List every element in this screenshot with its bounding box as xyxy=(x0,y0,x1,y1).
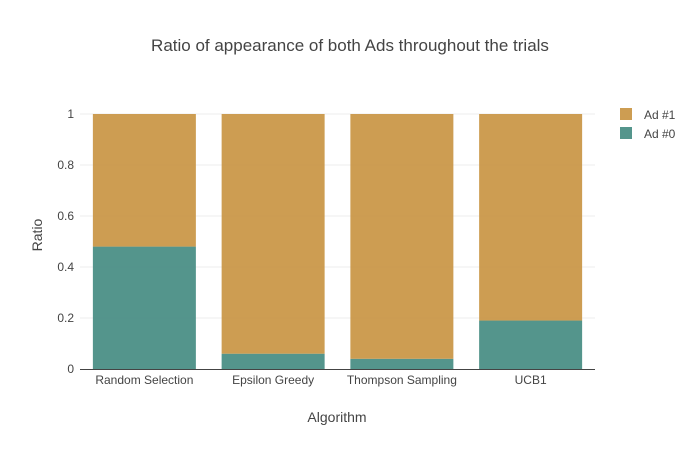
y-tick-label: 0.8 xyxy=(57,158,74,172)
bar-ad1-3 xyxy=(479,114,583,321)
y-tick-label: 1 xyxy=(67,107,74,121)
y-axis-ticks: 0 0.2 0.4 0.6 0.8 1 xyxy=(57,107,74,376)
x-tick-label: Epsilon Greedy xyxy=(232,373,314,387)
y-tick-label: 0.4 xyxy=(57,260,74,274)
x-tick-label: Random Selection xyxy=(95,373,193,387)
bar-ad0-1 xyxy=(221,353,325,369)
bar-ad1-0 xyxy=(92,114,196,247)
legend-label: Ad #1 xyxy=(644,108,676,122)
bar-ad0-3 xyxy=(479,320,583,369)
bar-ad0-0 xyxy=(92,246,196,369)
x-tick-label: UCB1 xyxy=(515,373,547,387)
legend: Ad #1 Ad #0 xyxy=(620,108,676,141)
bar-ad0-2 xyxy=(350,358,454,369)
legend-label: Ad #0 xyxy=(644,127,676,141)
legend-swatch xyxy=(620,108,632,120)
y-tick-label: 0.6 xyxy=(57,209,74,223)
x-tick-label: Thompson Sampling xyxy=(347,373,457,387)
y-axis-label: Ratio xyxy=(29,218,45,251)
y-tick-label: 0 xyxy=(67,362,74,376)
bar-ad1-1 xyxy=(221,114,325,354)
legend-swatch xyxy=(620,127,632,139)
bar-ad1-2 xyxy=(350,114,454,359)
x-axis-ticks: Random Selection Epsilon Greedy Thompson S… xyxy=(95,373,547,387)
y-tick-label: 0.2 xyxy=(57,311,74,325)
bars xyxy=(92,114,583,369)
chart-title: Ratio of appearance of both Ads througho… xyxy=(151,36,549,55)
x-axis-label: Algorithm xyxy=(307,409,366,425)
